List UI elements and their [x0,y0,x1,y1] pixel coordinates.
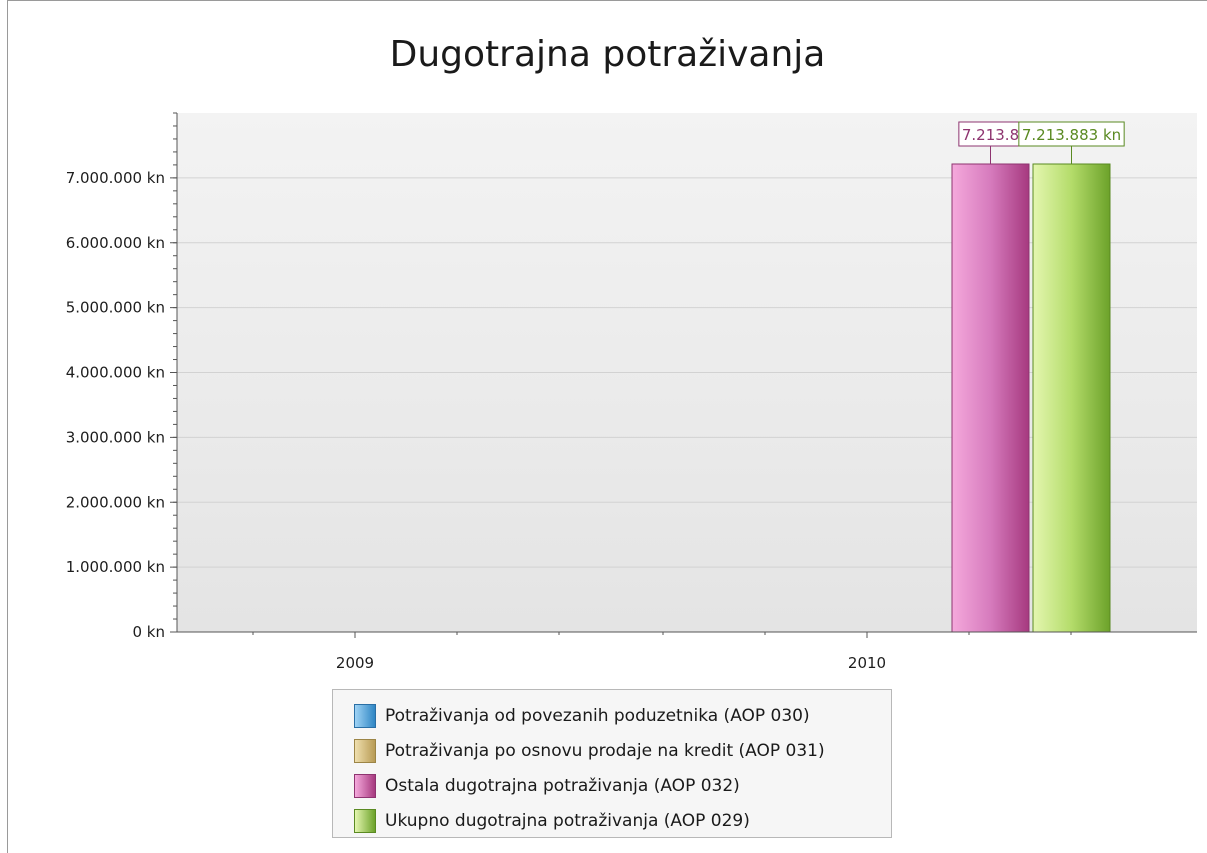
x-tick-label: 2010 [848,654,886,672]
legend-swatch-icon [354,773,376,798]
y-tick-label: 5.000.000 kn [66,299,165,317]
legend-swatch-icon [354,703,376,728]
bars [951,163,1111,633]
legend-swatch-icon [354,738,376,763]
bar [1032,163,1111,633]
data-labels: 7.213.8 7.213.883 kn [958,121,1125,164]
chart-plot: 0 kn 1.000.000 kn 2.000.000 kn 3.000.000 kn… [66,112,1197,672]
y-tick-label: 3.000.000 kn [66,428,165,446]
x-tick-label: 2009 [336,654,374,672]
legend-item: Potraživanja po osnovu prodaje na kredit… [354,733,891,768]
data-label-box [958,121,1023,147]
legend-swatch-icon [354,808,376,833]
legend-item: Ukupno dugotrajna potraživanja (AOP 029) [354,803,891,838]
data-label: 7.213.883 kn [1022,126,1121,144]
legend-label: Ostala dugotrajna potraživanja (AOP 032) [385,775,740,796]
legend-item: Ostala dugotrajna potraživanja (AOP 032) [354,768,891,803]
y-tick-label: 1.000.000 kn [66,558,165,576]
y-tick-label: 0 kn [132,623,165,641]
chart-title: Dugotrajna potraživanja [389,34,826,75]
legend-item: Potraživanja od povezanih poduzetnika (A… [354,698,891,733]
legend-label: Ukupno dugotrajna potraživanja (AOP 029) [385,810,750,831]
legend-label: Potraživanja od povezanih poduzetnika (A… [385,705,810,726]
axes: 0 kn 1.000.000 kn 2.000.000 kn 3.000.000 kn… [66,112,1197,672]
data-label: 7.213.8 [962,126,1019,144]
legend-label: Potraživanja po osnovu prodaje na kredit… [385,740,825,761]
legend: Potraživanja od povezanih poduzetnika (A… [332,689,892,838]
y-tick-label: 6.000.000 kn [66,234,165,252]
bar [951,163,1030,633]
y-tick-label: 2.000.000 kn [66,493,165,511]
y-tick-label: 4.000.000 kn [66,364,165,382]
y-tick-label: 7.000.000 kn [66,169,165,187]
data-label-box [1018,121,1125,147]
